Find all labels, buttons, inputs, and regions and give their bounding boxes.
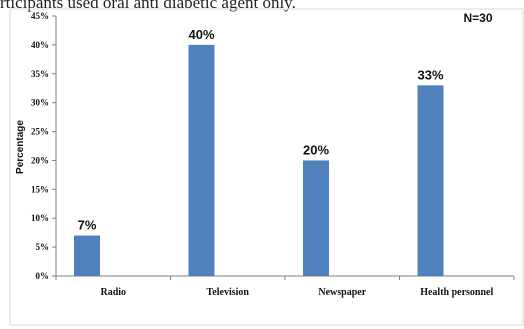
chart-frame <box>9 8 524 326</box>
y-tick-label: 20% <box>31 155 49 165</box>
x-category-label: Newspaper <box>318 287 366 298</box>
axes: 0% 5% 10% 15% 20% 25% 30% 35% 40% 45% Radio Televis… <box>31 11 515 298</box>
data-label: 40% <box>188 27 214 42</box>
bar <box>303 160 329 276</box>
y-tick-label: 45% <box>31 11 49 21</box>
y-tick-label: 0% <box>36 271 50 281</box>
x-category-label: Television <box>207 287 250 298</box>
y-tick-label: 25% <box>31 127 49 137</box>
y-tick-label: 5% <box>36 242 50 252</box>
sample-size-annotation: N=30 <box>463 11 492 25</box>
bar <box>188 44 215 277</box>
data-label: 33% <box>417 67 443 82</box>
y-tick-label: 15% <box>31 184 49 194</box>
bars: 7% 40% 20% 33% <box>74 27 444 277</box>
y-axis-title: Percentage <box>15 120 26 174</box>
x-category-label: Radio <box>100 287 126 298</box>
y-tick-label: 30% <box>31 98 49 108</box>
y-tick-label: 40% <box>31 40 49 50</box>
data-label: 7% <box>78 218 97 233</box>
bar <box>417 85 444 276</box>
x-category-label: Health personnel <box>420 287 493 298</box>
y-tick-label: 35% <box>31 69 49 79</box>
y-tick-label: 10% <box>31 213 49 223</box>
bar <box>74 235 100 276</box>
data-label: 20% <box>303 142 329 157</box>
